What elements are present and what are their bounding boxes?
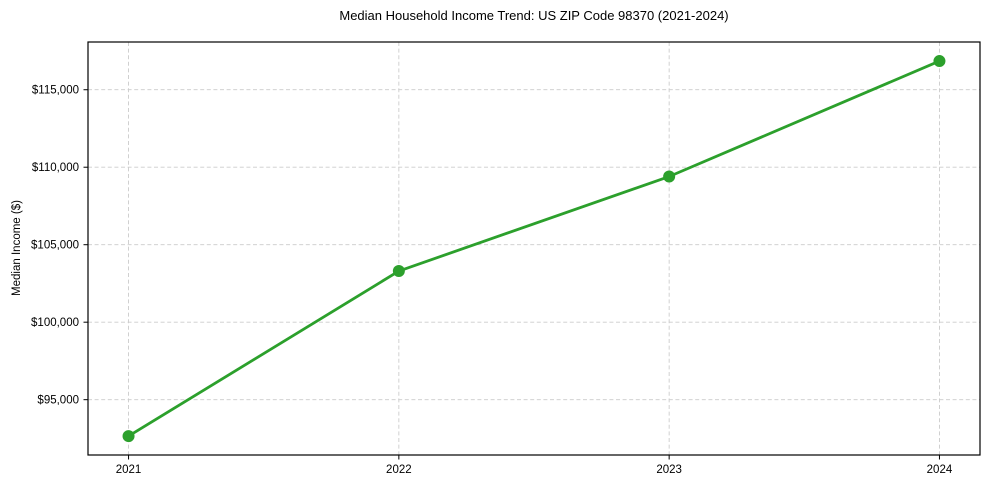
y-tick-label: $105,000 — [31, 240, 79, 252]
data-point — [122, 430, 135, 443]
x-tick-label: 2022 — [386, 464, 412, 476]
data-point — [392, 265, 405, 278]
data-point — [933, 55, 946, 68]
data-point — [663, 170, 676, 183]
series-line — [127, 59, 941, 438]
y-tick-label: $95,000 — [37, 395, 79, 407]
plot-border — [87, 41, 981, 456]
y-tick-label: $115,000 — [32, 85, 79, 97]
x-tick-label: 2023 — [656, 464, 682, 476]
x-tick-label: 2021 — [116, 464, 142, 476]
y-tick-label: $110,000 — [32, 162, 79, 174]
y-tick-label: $100,000 — [31, 317, 79, 329]
y-axis-label: Median Income ($) — [11, 200, 23, 296]
chart-title: Median Household Income Trend: US ZIP Co… — [339, 8, 729, 23]
x-tick-label: 2024 — [927, 464, 953, 476]
